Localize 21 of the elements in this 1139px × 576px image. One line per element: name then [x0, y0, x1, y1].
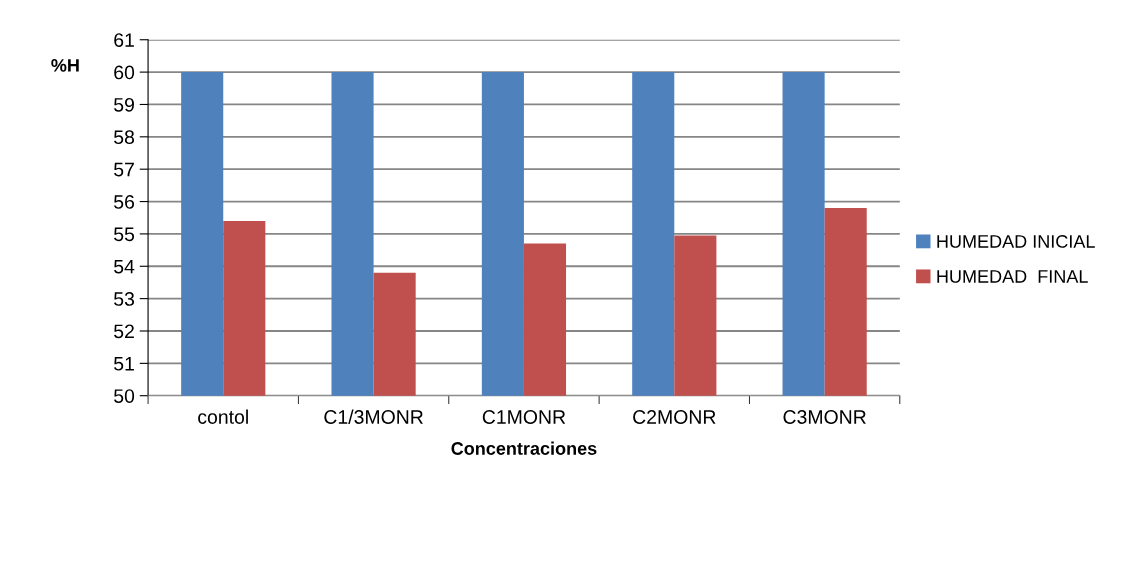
x-tick-label: C1/3MONR	[324, 409, 423, 424]
y-tick-label: 51	[114, 357, 134, 371]
y-tick-label: 54	[114, 259, 135, 274]
x-tick-label: C1MONR	[482, 410, 566, 424]
x-tick-label: C3MONR	[783, 410, 866, 424]
x-axis-title: Concentraciones	[451, 441, 597, 455]
y-tick-label: 60	[114, 65, 135, 80]
y-tick-label: 52	[114, 324, 134, 339]
y-axis-title: %H	[51, 59, 79, 72]
legend-label: HUMEDAD FINAL	[937, 270, 1088, 283]
x-tick-label: contol	[198, 409, 248, 424]
y-tick-label: 53	[114, 292, 135, 306]
y-tick-label: 56	[114, 195, 135, 209]
y-tick-label: 50	[114, 389, 135, 403]
y-tick-label: 59	[114, 97, 134, 112]
x-tick-label: C2MONR	[633, 410, 716, 424]
y-tick-label: 57	[114, 162, 134, 177]
y-tick-label: 61	[114, 33, 134, 47]
y-tick-label: 55	[114, 227, 135, 242]
legend-label: HUMEDAD INICIAL	[937, 235, 1095, 248]
y-tick-label: 58	[114, 130, 135, 145]
